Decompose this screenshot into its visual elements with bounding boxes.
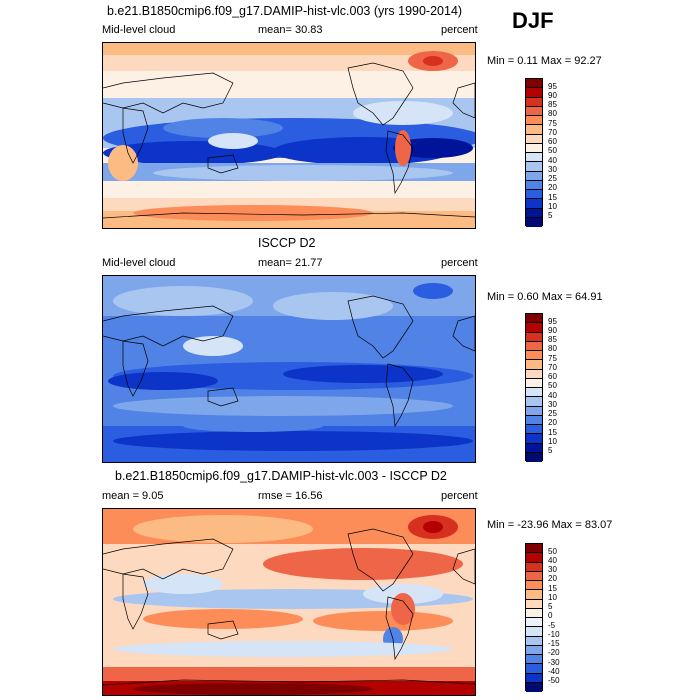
panel-1-map	[102, 42, 476, 229]
panel-1-colorbar	[525, 78, 543, 227]
cbar-3-label: 40	[548, 556, 557, 565]
panel-2-left-label: Mid-level cloud	[102, 257, 176, 269]
cbar-2-label: 5	[548, 446, 553, 455]
cbar-3-label: 0	[548, 611, 553, 620]
cbar-2-label: 20	[548, 418, 557, 427]
cbar-3-label: -20	[548, 648, 560, 657]
cbar-2-label: 75	[548, 354, 557, 363]
cbar-2-label: 40	[548, 391, 557, 400]
cbar-2-label: 15	[548, 428, 557, 437]
cbar-3-label: 15	[548, 584, 557, 593]
cbar-2-label: 85	[548, 335, 557, 344]
panel-2-field	[103, 276, 475, 462]
cbar-2-label: 80	[548, 344, 557, 353]
panel-2-map	[102, 275, 476, 463]
cbar-2-label: 60	[548, 372, 557, 381]
panel-3-colorbar	[525, 543, 543, 692]
cbar-2-label: 70	[548, 363, 557, 372]
cbar-3-label: 5	[548, 602, 553, 611]
panel-3-title: b.e21.B1850cmip6.f09_g17.DAMIP-hist-vlc.…	[115, 469, 447, 483]
panel-2-minmax: Min = 0.60 Max = 64.91	[487, 291, 603, 303]
cbar-1-label: 70	[548, 128, 557, 137]
cbar-1-label: 15	[548, 193, 557, 202]
cbar-3-label: -15	[548, 639, 560, 648]
cbar-2-label: 90	[548, 326, 557, 335]
cbar-1-label: 30	[548, 165, 557, 174]
cbar-1-label: 80	[548, 109, 557, 118]
cbar-2-label: 30	[548, 400, 557, 409]
panel-2-stat: mean= 21.77	[258, 257, 323, 269]
cbar-2-label: 50	[548, 381, 557, 390]
cbar-1-label: 85	[548, 100, 557, 109]
panel-1-title: b.e21.B1850cmip6.f09_g17.DAMIP-hist-vlc.…	[107, 4, 463, 18]
panel-2-colorbar	[525, 313, 543, 462]
panel-3-field	[103, 509, 475, 695]
cbar-3-label: -40	[548, 667, 560, 676]
cbar-1-label: 40	[548, 156, 557, 165]
panel-1-minmax: Min = 0.11 Max = 92.27	[487, 55, 602, 67]
panel-2-units: percent	[441, 257, 478, 269]
panel-3-rmse: rmse = 16.56	[258, 490, 323, 502]
cbar-3-label: 20	[548, 574, 557, 583]
cbar-1-label: 60	[548, 137, 557, 146]
cbar-3-label: -30	[548, 658, 560, 667]
cbar-1-label: 50	[548, 146, 557, 155]
cbar-1-label: 95	[548, 82, 557, 91]
cbar-3-label: -50	[548, 676, 560, 685]
season-label: DJF	[512, 8, 554, 33]
panel-3-map	[102, 508, 476, 696]
panel-2-title: ISCCP D2	[258, 236, 316, 250]
cbar-3-label: 10	[548, 593, 557, 602]
cbar-3-label: -10	[548, 630, 560, 639]
cbar-1-label: 20	[548, 183, 557, 192]
panel-3-mean: mean = 9.05	[102, 490, 164, 502]
panel-1-units: percent	[441, 24, 478, 36]
cbar-2-label: 95	[548, 317, 557, 326]
cbar-3-label: 30	[548, 565, 557, 574]
cbar-1-label: 10	[548, 202, 557, 211]
cbar-2-label: 10	[548, 437, 557, 446]
cbar-1-label: 5	[548, 211, 553, 220]
cbar-1-label: 90	[548, 91, 557, 100]
cbar-3-label: 50	[548, 547, 557, 556]
panel-3-minmax: Min = -23.96 Max = 83.07	[487, 519, 613, 531]
panel-1-field	[103, 43, 475, 228]
cbar-1-label: 25	[548, 174, 557, 183]
cbar-2-label: 25	[548, 409, 557, 418]
panel-3-units: percent	[441, 490, 478, 502]
panel-1-left-label: Mid-level cloud	[102, 24, 176, 36]
panel-1-stat: mean= 30.83	[258, 24, 323, 36]
cbar-3-label: -5	[548, 621, 556, 630]
cbar-1-label: 75	[548, 119, 557, 128]
